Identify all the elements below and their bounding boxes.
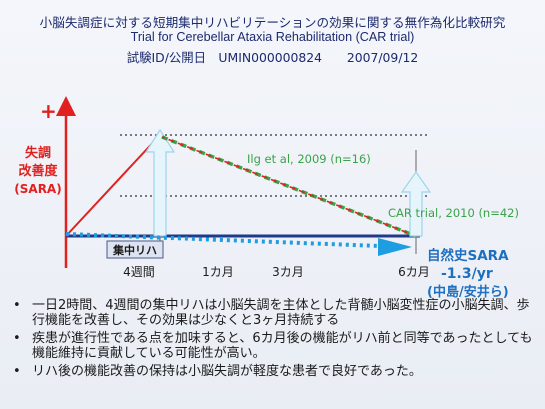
decline-line-red: [161, 136, 417, 237]
rehab-period-label: 集中リハ: [112, 243, 157, 257]
y-axis-label-sara: (SARA): [14, 182, 61, 196]
car-trial-label: CAR trial, 2010 (n=42): [388, 206, 519, 220]
title-english: Trial for Cerebellar Ataxia Rehabilitati…: [130, 30, 415, 44]
natural-history-source: (中島/安井ら): [427, 284, 509, 300]
natural-history-rate: -1.3/yr: [441, 266, 493, 282]
y-axis-label-improvement: 改善度: [18, 163, 58, 179]
finding-item: 一日2時間、4週間の集中リハは小脳失調を主体とした背髄小脳変性症の小脳失調、歩行…: [10, 298, 535, 328]
natural-history-line: [65, 232, 381, 248]
up-arrow-6-months: [400, 170, 432, 237]
decline-line-green: [161, 135, 417, 238]
y-axis-plus-sign: +: [40, 99, 57, 123]
rehab-period-box: [106, 240, 164, 259]
natural-history-arrowhead: [378, 238, 412, 256]
trial-registry-info: 試験ID/公開日 UMIN000000824 2007/09/12: [126, 50, 419, 65]
finding-item: リハ後の機能改善の保持は小脳失調が軽度な患者で良好であった。: [10, 364, 535, 379]
time-label-6-months: 6カ月: [398, 265, 430, 279]
time-label-4-weeks: 4週間: [123, 265, 155, 279]
time-label-1-month: 1カ月: [202, 265, 234, 279]
rehab-effect-diagram: + 失調 改善度 (SARA) 集中リハ Ilg et al, 2009 (n=…: [14, 96, 519, 300]
up-arrow-4-weeks: [144, 128, 176, 237]
findings-list: 一日2時間、4週間の集中リハは小脳失調を主体とした背髄小脳変性症の小脳失調、歩行…: [10, 298, 535, 382]
finding-item: 疾患が進行性である点を加味すると、6カ月後の機能がリハ前と同等であったとしても機…: [10, 331, 535, 361]
ilg-study-label: Ilg et al, 2009 (n=16): [247, 152, 371, 166]
time-label-3-months: 3カ月: [272, 265, 304, 279]
improvement-rise-line: [65, 134, 161, 237]
y-axis-label-ataxia: 失調: [25, 145, 51, 161]
natural-history-title: 自然史SARA: [427, 247, 509, 264]
title-japanese: 小脳失調症に対する短期集中リハビリテーションの効果に関する無作為化比較研究: [39, 15, 506, 30]
